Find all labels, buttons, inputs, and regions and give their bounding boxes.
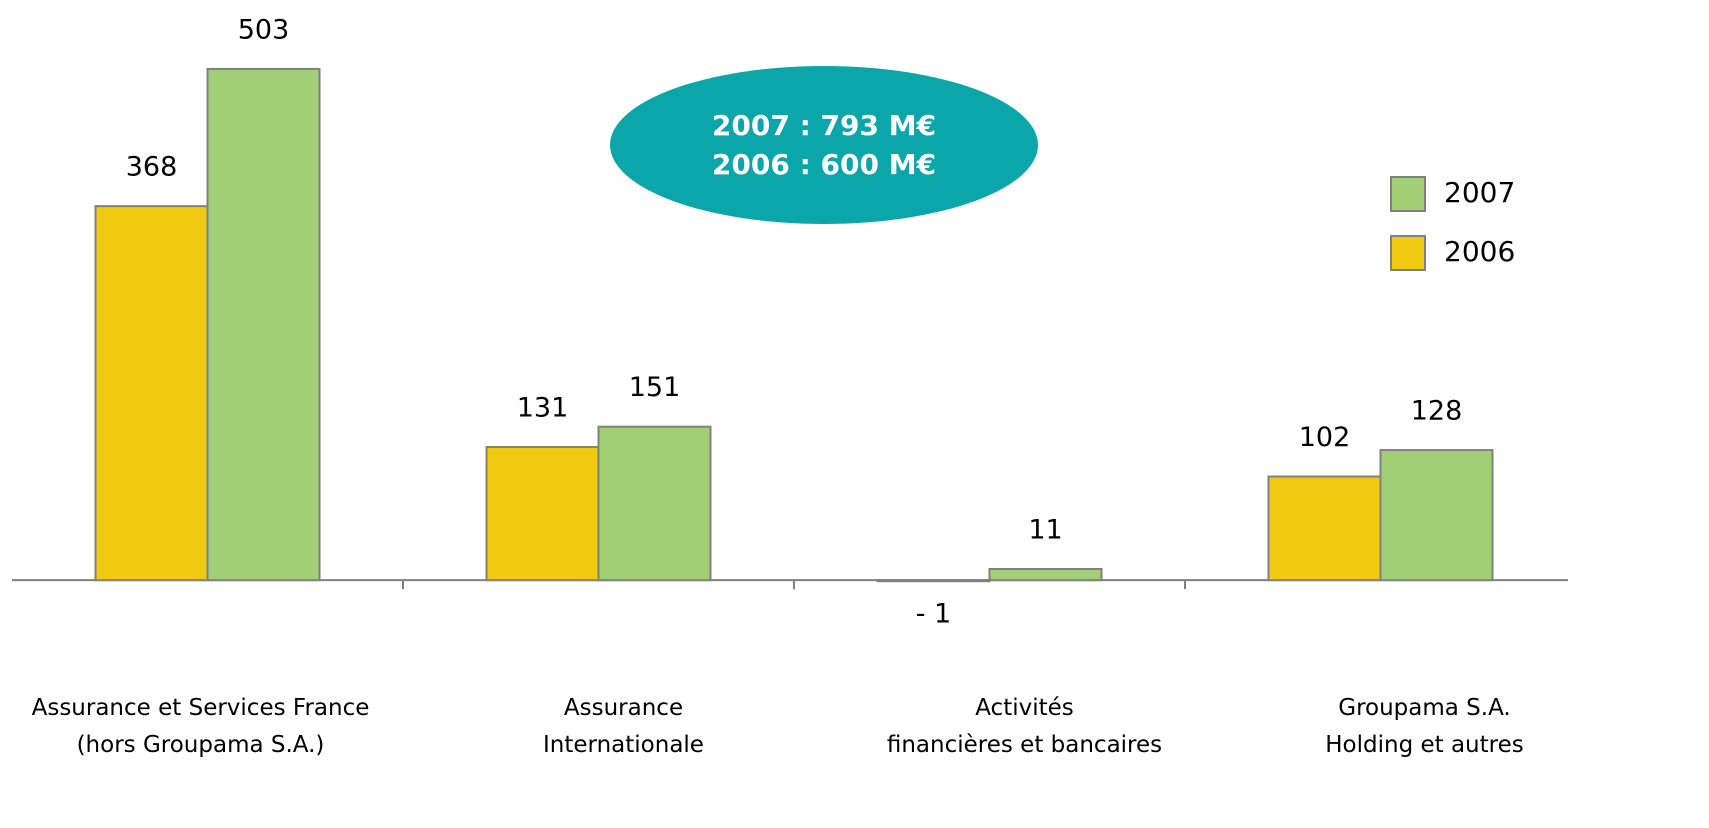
legend-label: 2007: [1444, 176, 1515, 209]
bar: [876, 579, 991, 583]
legend-swatch: [1390, 176, 1426, 212]
value-label: 368: [126, 152, 178, 183]
legend-label: 2006: [1444, 235, 1515, 268]
bar: [94, 205, 209, 582]
value-label: 128: [1411, 396, 1463, 427]
value-label: 102: [1299, 422, 1351, 453]
x-tick-label: Assurance et Services France (hors Groupa…: [32, 695, 370, 758]
annotation: 2006 : 600 M€: [712, 148, 936, 181]
annotation: 2007 : 793 M€: [712, 109, 936, 142]
value-label: 131: [517, 393, 569, 424]
value-label: - 1: [916, 599, 952, 630]
bar: [597, 425, 712, 582]
bar: [988, 568, 1103, 582]
x-tick-label: Assurance Internationale: [543, 695, 704, 758]
bar: [485, 446, 600, 582]
legend-swatch: [1390, 235, 1426, 271]
value-label: 503: [238, 14, 290, 45]
x-tick-label: Activités financières et bancaires: [887, 695, 1162, 758]
bar: [206, 67, 321, 582]
value-label: 11: [1028, 515, 1062, 546]
bar: [1379, 449, 1494, 582]
bar: [1267, 475, 1382, 582]
value-label: 151: [629, 372, 681, 403]
x-tick-label: Groupama S.A. Holding et autres: [1325, 695, 1524, 758]
annotation-bubble: [610, 66, 1038, 224]
